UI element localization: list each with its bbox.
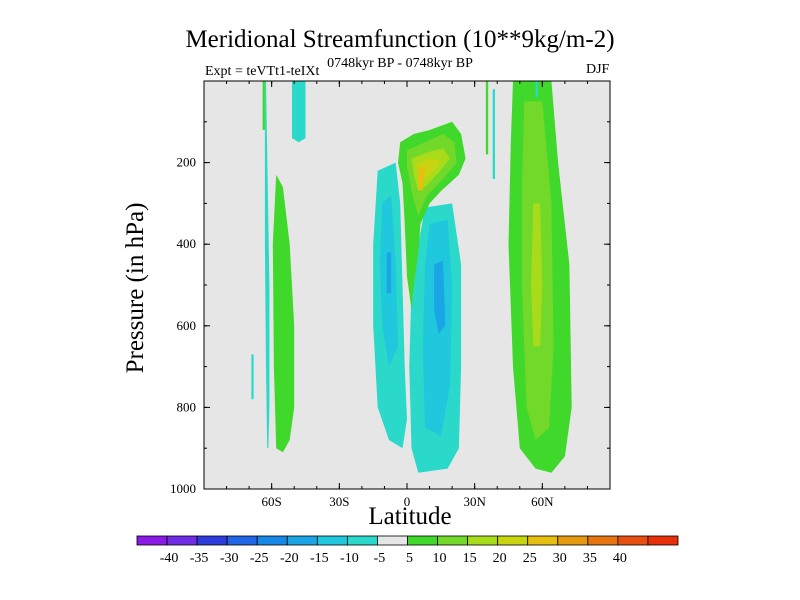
colorbar-label: -10 [340, 551, 359, 566]
colorbar-label: -25 [250, 551, 269, 566]
colorbar-box [226, 535, 258, 546]
contour-region-sh-upper-blob [292, 81, 306, 143]
contour-region-sh-highlat-band [264, 81, 270, 449]
colorbar-label: 5 [406, 551, 413, 566]
colorbar-label: 15 [463, 551, 477, 566]
colorbar-label: 10 [433, 551, 447, 566]
x-tick-label: 0 [404, 494, 411, 509]
colorbar-box [316, 535, 348, 546]
colorbar-box [617, 535, 649, 546]
y-tick-label: 600 [177, 318, 197, 333]
colorbar-box [166, 535, 198, 546]
chart-subtitle-left: Expt = teVTt1-teIXt [205, 64, 320, 79]
y-tick-label: 800 [177, 399, 197, 414]
chart-subtitle-center: 0748kyr BP - 0748kyr BP [327, 56, 473, 71]
colorbar-box [497, 535, 529, 546]
colorbar-box [587, 535, 619, 546]
x-axis-label: Latitude [368, 503, 452, 530]
x-tick-label: 30S [329, 494, 349, 509]
contour-region-sh-small-blob [251, 354, 254, 400]
colorbar-label: -35 [190, 551, 209, 566]
colorbar-box [346, 535, 378, 546]
colorbar-label: 25 [523, 551, 537, 566]
contour-region-nh-positive-band-15 [531, 203, 543, 347]
colorbar-label: 40 [613, 551, 627, 566]
colorbar-box [286, 535, 318, 546]
chart-title: Meridional Streamfunction (10**9kg/m-2) [185, 26, 615, 53]
x-tick-label: 60N [531, 494, 554, 509]
colorbar-box [196, 535, 228, 546]
contour-region-nh-thin-strip-a [492, 89, 495, 179]
contour-region-nh-negative-inner-strip [535, 81, 538, 98]
y-tick-label: 200 [177, 155, 197, 170]
contour-region-eq-positive-jet-25 [418, 166, 425, 192]
colorbar-box [377, 535, 408, 546]
chart-subtitle-right: DJF [586, 62, 610, 77]
contour-region-sh-positive-band [272, 174, 295, 453]
y-tick-label: 400 [177, 236, 197, 251]
contour-region-nh-thin-strip-b [485, 81, 489, 155]
colorbar-box [557, 535, 589, 546]
colorbar-box [647, 535, 679, 546]
colorbar-label: -30 [220, 551, 239, 566]
colorbar-label: -20 [280, 551, 299, 566]
contour-region-sh-thin-upper [262, 81, 265, 130]
x-tick-label: 60S [262, 494, 282, 509]
colorbar-box [437, 535, 469, 546]
colorbar-box [407, 535, 438, 546]
colorbar-label: -5 [374, 551, 386, 566]
contour-region-eq-negative-east-inner [434, 260, 446, 334]
colorbar-box [136, 535, 168, 546]
contour-region-eq-negative-west-inner [386, 252, 392, 294]
colorbar-box [467, 535, 499, 546]
colorbar-label: 35 [583, 551, 597, 566]
y-tick-label: 1000 [170, 481, 196, 496]
colorbar-box [527, 535, 559, 546]
contour-region-eq-negative-east-core [422, 219, 453, 436]
colorbar-label: 20 [493, 551, 507, 566]
colorbar-label: 30 [553, 551, 567, 566]
x-tick-label: 30N [463, 494, 486, 509]
colorbar-label: -40 [160, 551, 179, 566]
colorbar-box [256, 535, 288, 546]
colorbar-label: -15 [310, 551, 329, 566]
